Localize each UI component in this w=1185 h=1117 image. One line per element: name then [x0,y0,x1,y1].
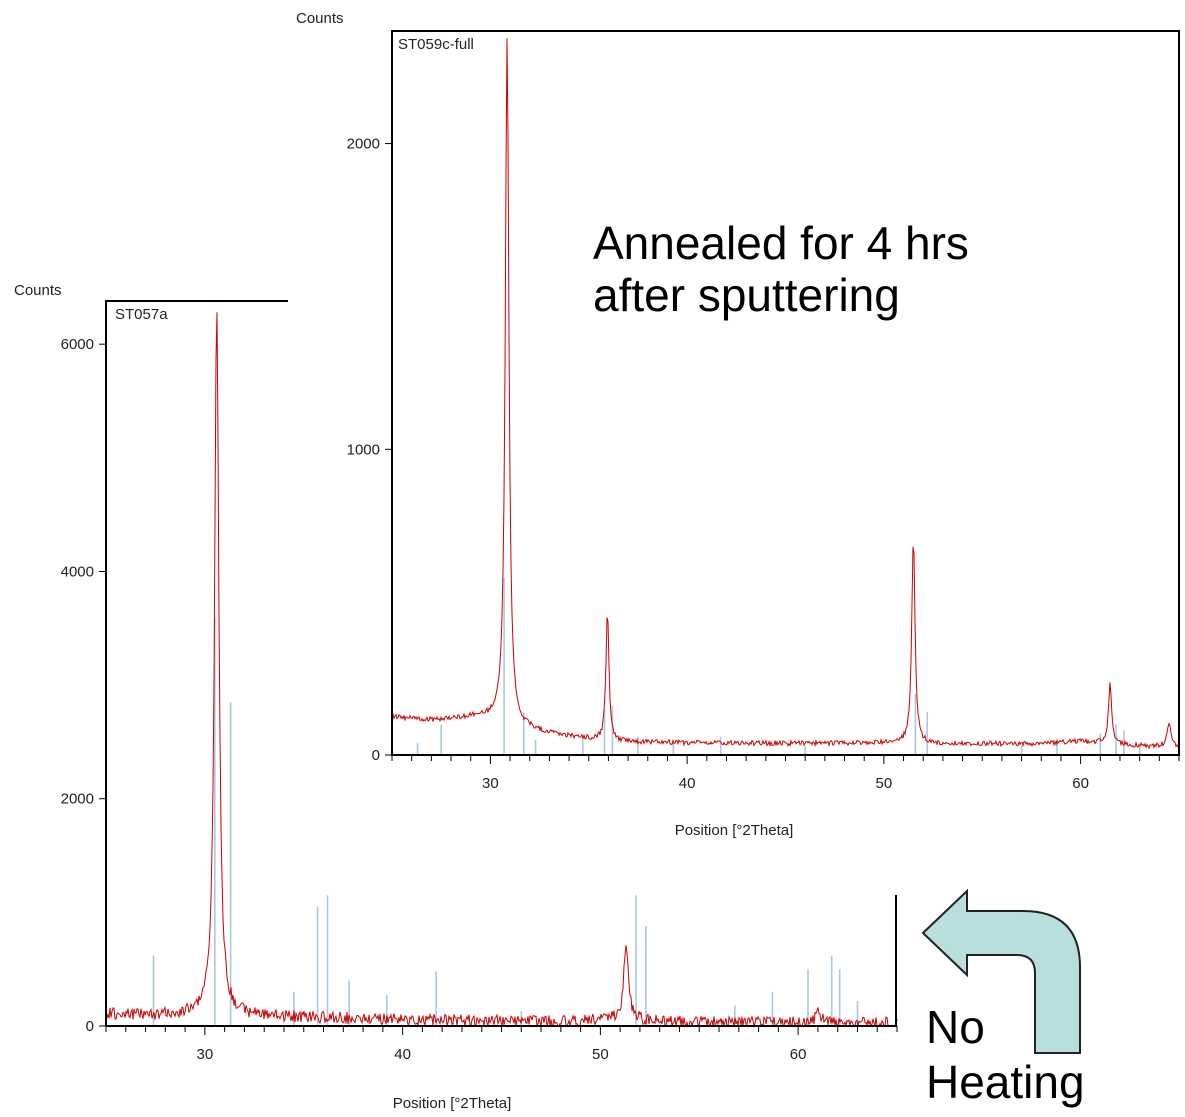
chart-st057a: Counts ST057a 0 2000 4000 6000 30 40 50 60 Pos… [14,282,898,1112]
front-y-ticks: 0 1000 2000 [347,136,392,764]
back-y-ticks: 0 2000 4000 6000 [61,336,106,1035]
front-y-axis-label: Counts [296,10,344,27]
front-x-tick-label: 30 [482,775,499,792]
back-sample-label: ST057a [115,306,168,323]
front-y-tick-label: 1000 [347,441,380,458]
annealed-annotation: Annealed for 4 hrs after sputtering [593,217,1113,321]
annealed-line-2: after sputtering [593,268,900,321]
front-sample-label: ST059c-full [398,36,474,53]
back-pattern-line [105,312,898,1028]
back-x-axis-label: Position [°2Theta] [393,1095,512,1112]
back-x-tick-label: 50 [592,1046,609,1063]
back-x-tick-label: 60 [790,1046,807,1063]
front-pattern-line [391,38,1180,750]
front-x-ticks: 30 40 50 60 [391,755,1180,792]
back-y-tick-label: 4000 [61,563,94,580]
back-x-ticks: 30 40 50 60 [105,1026,898,1063]
front-x-axis-label: Position [°2Theta] [675,822,794,839]
back-y-axis-label: Counts [14,282,62,299]
front-y-tick-label: 0 [372,747,380,764]
curved-arrow-icon [921,888,1081,1054]
front-x-tick-label: 40 [679,775,696,792]
no-heating-line-1: No [926,1001,985,1053]
back-x-tick-label: 40 [394,1046,411,1063]
front-x-tick-label: 50 [876,775,893,792]
chart-st059c-full: Counts ST059c-full 0 1000 2000 30 40 50 60 Po… [290,0,1185,845]
front-x-tick-label: 60 [1072,775,1089,792]
front-panel-background [290,0,1185,845]
back-y-tick-label: 0 [86,1018,94,1035]
no-heating-line-2: Heating [926,1056,1085,1109]
back-y-tick-label: 2000 [61,791,94,808]
no-heating-annotation: No Heating [926,1000,1176,1110]
back-y-tick-label: 6000 [61,336,94,353]
back-x-tick-label: 30 [197,1046,214,1063]
annealed-line-1: Annealed for 4 hrs [593,217,969,269]
front-y-tick-label: 2000 [347,136,380,153]
